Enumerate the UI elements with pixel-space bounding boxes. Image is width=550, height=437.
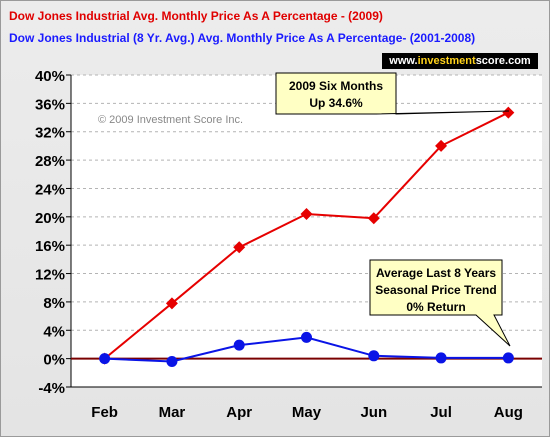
y-tick-label: 4%: [43, 323, 65, 340]
series-average-point: [502, 352, 514, 364]
series-2009-point: [165, 297, 178, 310]
brand-suffix: score.com: [475, 55, 531, 67]
chart-title-average: Dow Jones Industrial (8 Yr. Avg.) Avg. M…: [9, 31, 476, 45]
x-tick-label: Jun: [360, 404, 387, 421]
y-tick-label: 24%: [35, 181, 65, 198]
series-2009-point: [367, 212, 380, 225]
y-tick-label: 0%: [43, 352, 65, 369]
x-tick-label: Aug: [494, 404, 523, 421]
y-tick-label: 36%: [35, 96, 65, 113]
callout-average-text: Average Last 8 Years: [376, 266, 496, 280]
y-tick-label: 16%: [35, 238, 65, 255]
series-2009-point: [502, 106, 515, 119]
brand-badge[interactable]: www.investmentscore.com: [382, 53, 538, 69]
callout-average-text: Seasonal Price Trend: [375, 283, 496, 297]
copyright-text: © 2009 Investment Score Inc.: [98, 114, 243, 126]
series-average-point: [166, 355, 178, 367]
y-tick-label: 28%: [35, 153, 65, 170]
series-2009-point: [435, 139, 448, 152]
brand-accent: investment: [417, 55, 476, 67]
callout-average-text: 0% Return: [406, 300, 465, 314]
chart-title-2009: Dow Jones Industrial Avg. Monthly Price …: [9, 9, 383, 23]
x-tick-label: Apr: [226, 404, 252, 421]
callout-2009-text: 2009 Six Months: [289, 79, 383, 93]
series-average-point: [368, 350, 380, 362]
series-average-point: [301, 331, 312, 343]
series-2009-point: [233, 241, 246, 254]
series-2009-point: [300, 207, 313, 220]
callout-average-box: [369, 259, 511, 347]
callout-2009-box: [275, 72, 510, 115]
x-tick-label: Mar: [159, 404, 186, 421]
y-tick-label: 8%: [43, 295, 65, 312]
series-average-point: [99, 353, 111, 365]
callout-2009-text: Up 34.6%: [309, 96, 363, 110]
y-tick-label: 40%: [35, 68, 65, 85]
y-tick-label: 32%: [35, 125, 65, 142]
series-average-point: [435, 352, 447, 364]
x-tick-label: Jul: [430, 404, 452, 421]
series-average-point: [233, 339, 245, 351]
x-tick-label: May: [292, 404, 322, 421]
y-tick-label: 12%: [35, 267, 65, 284]
y-tick-label: -4%: [38, 380, 65, 397]
y-tick-label: 20%: [35, 210, 65, 227]
brand-prefix: www.: [389, 55, 418, 67]
x-tick-label: Feb: [91, 404, 118, 421]
